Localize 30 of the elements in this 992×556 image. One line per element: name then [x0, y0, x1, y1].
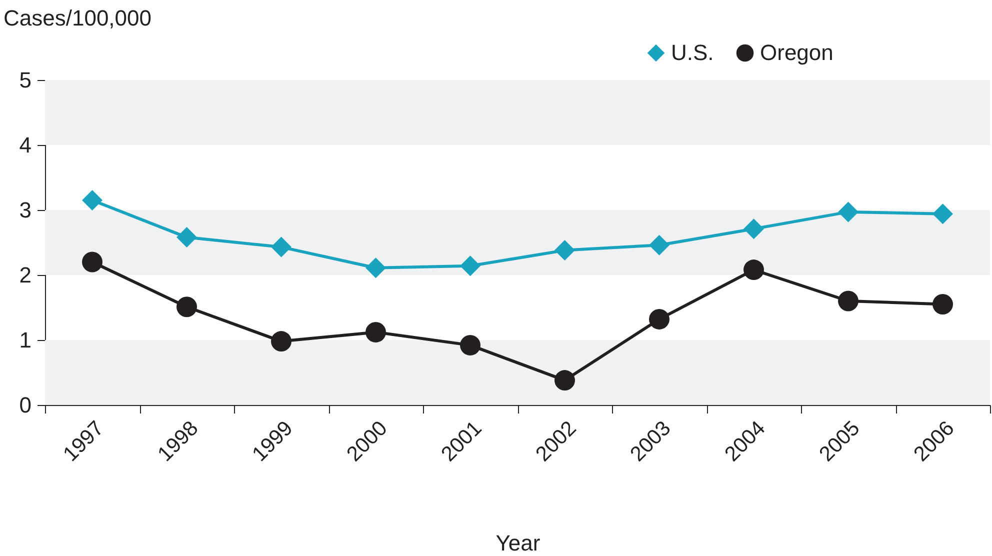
point	[838, 290, 858, 312]
y-tick-label: 0	[19, 392, 32, 418]
y-tick-label: 1	[19, 328, 32, 352]
point	[744, 218, 764, 240]
point	[460, 334, 480, 356]
point	[649, 308, 670, 330]
y-tick-label: 5	[19, 68, 32, 92]
point	[932, 204, 953, 224]
point	[366, 322, 386, 342]
legend-label: Oregon	[760, 40, 834, 65]
point	[176, 296, 197, 318]
point	[554, 240, 575, 261]
legend-label: U.S.	[671, 40, 714, 65]
point	[649, 234, 670, 256]
point	[82, 252, 102, 272]
point	[838, 202, 858, 222]
x-axis-title: Year	[496, 530, 540, 556]
point	[366, 258, 386, 278]
point	[932, 294, 953, 314]
point	[82, 190, 102, 210]
y-tick-label: 2	[19, 262, 32, 288]
point	[460, 256, 480, 276]
point	[554, 370, 575, 391]
point	[176, 227, 197, 248]
point	[271, 236, 292, 258]
point	[744, 260, 764, 280]
y-tick-label: 3	[19, 198, 32, 222]
y-axis-title: Cases/100,000	[4, 6, 152, 30]
point	[271, 331, 292, 352]
y-tick-label: 4	[19, 132, 32, 158]
